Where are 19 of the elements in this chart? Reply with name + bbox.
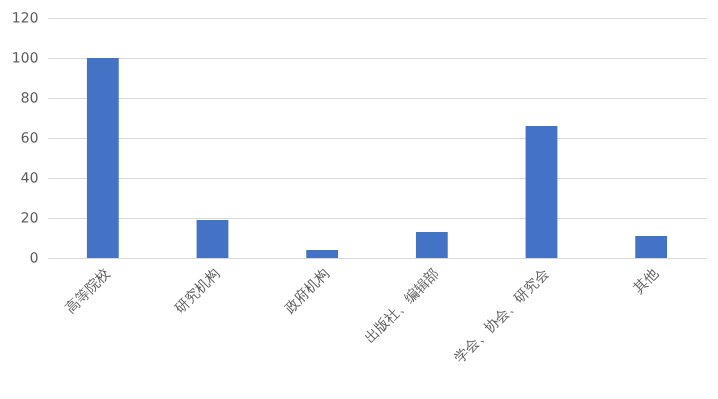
y-tick-label: 120 (12, 10, 38, 26)
y-tick-label: 20 (20, 210, 38, 226)
bar (306, 250, 338, 258)
x-tick-label: 其他 (630, 266, 662, 297)
bar (196, 220, 228, 258)
y-tick-label: 60 (20, 130, 38, 146)
x-tick-label: 高等院校 (62, 266, 114, 317)
y-tick-label: 80 (20, 90, 38, 106)
bar (635, 236, 668, 258)
y-tick-label: 40 (20, 170, 38, 186)
bar (526, 126, 558, 258)
bar (86, 58, 119, 258)
bar (416, 232, 448, 258)
x-tick-label: 政府机构 (282, 266, 333, 317)
x-tick-label: 研究机构 (172, 266, 224, 317)
y-tick-label: 100 (12, 50, 38, 66)
y-tick-label: 0 (30, 250, 38, 266)
x-tick-label: 学会、协会、研究会 (452, 266, 552, 366)
x-tick-label: 出版社、编辑部 (362, 266, 442, 346)
